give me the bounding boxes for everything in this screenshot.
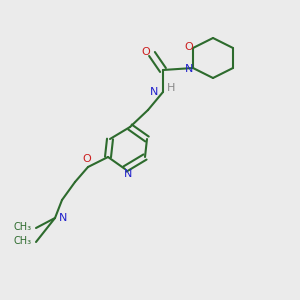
Text: N: N bbox=[150, 87, 158, 97]
Text: N: N bbox=[124, 169, 132, 179]
Text: O: O bbox=[184, 42, 194, 52]
Text: N: N bbox=[185, 64, 193, 74]
Text: H: H bbox=[167, 83, 175, 93]
Text: CH₃: CH₃ bbox=[14, 236, 32, 246]
Text: CH₃: CH₃ bbox=[14, 222, 32, 232]
Text: O: O bbox=[82, 154, 91, 164]
Text: O: O bbox=[142, 47, 150, 57]
Text: N: N bbox=[59, 213, 67, 223]
